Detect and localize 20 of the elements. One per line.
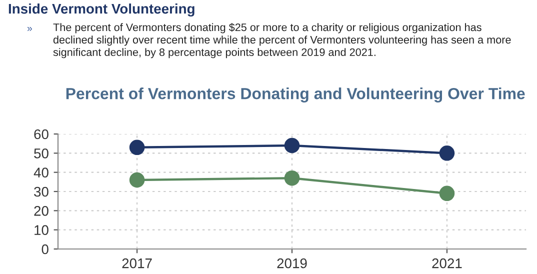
point <box>284 170 300 186</box>
y-tick-label: 0 <box>42 244 48 254</box>
y-tick-label: 20 <box>34 206 48 216</box>
point <box>129 140 145 156</box>
point <box>439 146 455 161</box>
x-tick-label: 2017 <box>122 258 152 268</box>
x-tick-label: 2021 <box>432 258 462 268</box>
text: » <box>27 27 32 31</box>
point <box>129 172 145 188</box>
text: Inside Vermont Volunteering <box>8 3 194 17</box>
text: The percent of Vermonters donating $25 or more to a charity or religious organization has declined slightly over recent time while the percent of Vermonters volunteering has seen a more significant decline, by 8 percentage points between 2019 and 2021. <box>53 23 511 58</box>
point <box>284 138 300 154</box>
point <box>439 186 455 202</box>
y-tick-label: 30 <box>34 186 48 197</box>
x-tick-label: 2019 <box>277 258 307 268</box>
chart-title: Percent of Vermonters Donating and Volunteering Over Time <box>66 88 525 102</box>
y-tick-label: 10 <box>34 225 48 236</box>
y-tick-label: 60 <box>34 129 48 140</box>
y-tick-label: 50 <box>34 148 48 158</box>
y-tick-label: 40 <box>34 168 48 178</box>
